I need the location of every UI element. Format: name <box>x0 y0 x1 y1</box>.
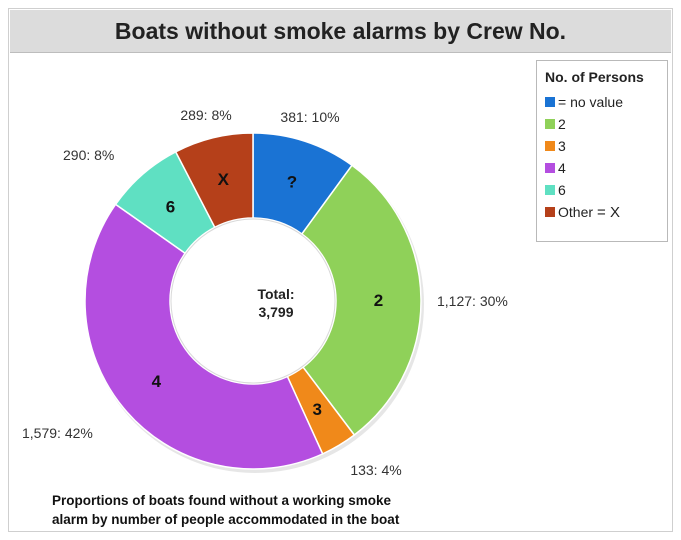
legend-item: = no value <box>545 91 659 113</box>
caption-line: alarm by number of people accommodated i… <box>52 512 400 527</box>
donut-slice <box>300 164 422 437</box>
legend-label: 6 <box>558 182 566 198</box>
slice-value-label: 290: 8% <box>63 147 114 163</box>
legend-label: 4 <box>558 160 566 176</box>
title-bar: Boats without smoke alarms by Crew No. <box>10 10 671 53</box>
chart-title: Boats without smoke alarms by Crew No. <box>114 17 567 44</box>
slice-value-label: 1,127: 30% <box>437 293 508 309</box>
legend-swatch <box>545 119 555 129</box>
center-total-label: Total: <box>257 286 294 302</box>
legend-extra-label: = X <box>597 203 620 221</box>
legend-item: 4 <box>545 157 659 179</box>
slice-category-label: 3 <box>313 400 322 419</box>
legend: No. of Persons = no value 2 3 4 6 Other = X <box>536 60 668 242</box>
slice-value-label: 289: 8% <box>180 107 231 123</box>
slice-value-label: 1,579: 42% <box>22 425 93 441</box>
legend-swatch <box>545 97 555 107</box>
legend-swatch <box>545 141 555 151</box>
slice-value-label: 381: 10% <box>280 109 339 125</box>
slice-category-label: X <box>218 170 230 189</box>
donut-hole <box>170 218 336 384</box>
slice-value-label: 133: 4% <box>350 462 401 478</box>
caption-line: Proportions of boats found without a wor… <box>52 493 391 508</box>
slice-category-label: 4 <box>152 372 162 391</box>
slice-category-label: 2 <box>374 291 383 310</box>
slice-category-label: 6 <box>166 197 175 216</box>
legend-items: = no value 2 3 4 6 Other = X <box>545 91 659 223</box>
donut-slice <box>84 203 324 470</box>
chart-frame: Boats without smoke alarms by Crew No. <box>8 8 673 532</box>
legend-item: 6 <box>545 179 659 201</box>
legend-label: Other <box>558 204 594 220</box>
legend-label: = no value <box>558 94 623 110</box>
legend-label: 3 <box>558 138 566 154</box>
donut-slice <box>174 132 254 229</box>
legend-item: 2 <box>545 113 659 135</box>
legend-item: 3 <box>545 135 659 157</box>
center-total-value: 3,799 <box>258 304 293 320</box>
legend-swatch <box>545 207 555 217</box>
legend-item: Other = X <box>545 201 659 223</box>
slice-category-label: ? <box>287 173 297 192</box>
legend-label: 2 <box>558 116 566 132</box>
legend-swatch <box>545 185 555 195</box>
caption: Proportions of boats found without a wor… <box>52 491 492 529</box>
legend-swatch <box>545 163 555 173</box>
legend-title: No. of Persons <box>545 69 644 85</box>
